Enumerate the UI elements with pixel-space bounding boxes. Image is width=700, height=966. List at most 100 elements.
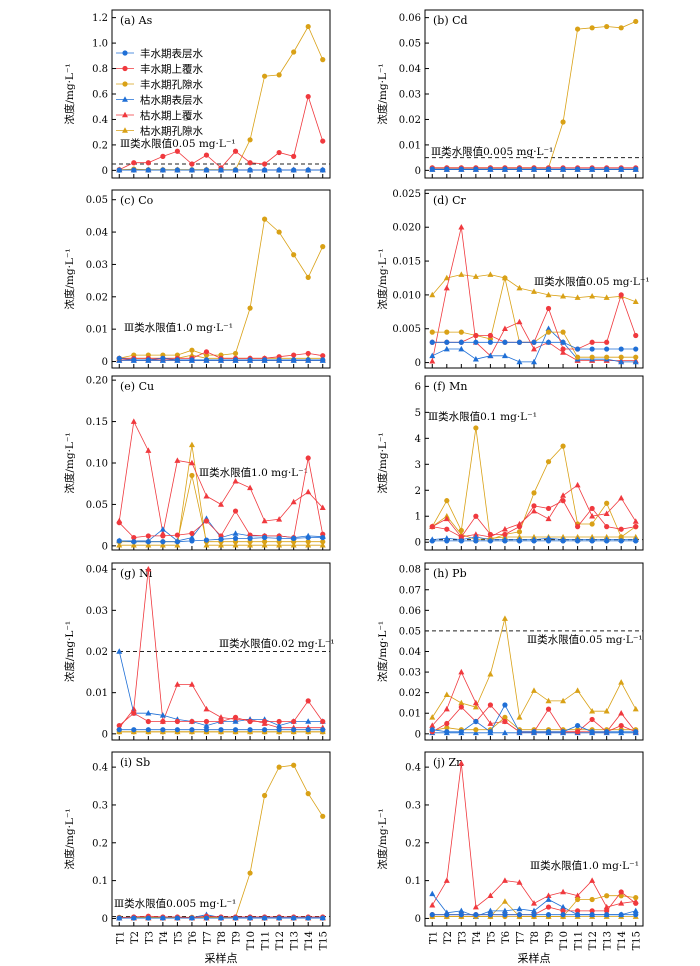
data-point — [516, 905, 523, 912]
data-point — [145, 167, 151, 173]
data-point — [560, 339, 566, 345]
data-point — [145, 539, 151, 545]
y-tick-label: 0.05 — [86, 195, 108, 206]
data-point — [516, 284, 523, 291]
data-point — [131, 534, 137, 541]
data-point — [632, 907, 639, 914]
data-point — [429, 352, 436, 359]
series-dry_overlying — [116, 418, 326, 536]
data-point — [604, 538, 610, 544]
data-point — [531, 907, 537, 914]
data-point — [145, 447, 152, 453]
data-point — [174, 457, 181, 463]
x-tick-label: T9 — [232, 931, 243, 944]
data-point — [218, 541, 224, 548]
data-point — [203, 915, 210, 921]
data-point — [188, 441, 195, 448]
x-tick-label: T5 — [173, 931, 184, 944]
data-point — [501, 526, 508, 532]
y-tick-label: 0.07 — [399, 585, 421, 596]
data-point — [189, 915, 195, 921]
y-tick-label: 0 — [102, 914, 108, 925]
data-point — [276, 72, 282, 78]
y-tick-label: 0.2 — [405, 838, 421, 849]
data-point — [320, 727, 326, 733]
data-point — [487, 531, 493, 538]
y-tick-label: 0.04 — [86, 565, 108, 576]
data-point — [429, 339, 435, 345]
data-point — [458, 729, 464, 735]
data-point — [247, 137, 253, 143]
data-point — [189, 727, 195, 733]
x-tick-label: T15 — [319, 931, 330, 950]
data-point — [560, 293, 567, 299]
data-point — [203, 541, 210, 548]
data-point — [501, 898, 508, 904]
series-wet_surface — [429, 912, 639, 918]
data-point — [232, 727, 239, 733]
data-point — [516, 538, 523, 544]
data-point — [305, 357, 311, 363]
legend-label: 枯水期表层水 — [140, 94, 203, 107]
data-point — [487, 729, 493, 735]
data-point — [276, 541, 283, 548]
data-point — [429, 166, 435, 172]
data-point — [247, 167, 253, 173]
data-point — [218, 501, 224, 507]
y-tick-label: 0.4 — [92, 115, 108, 126]
data-point — [305, 915, 311, 921]
data-point — [545, 329, 552, 335]
data-point — [305, 718, 312, 724]
data-point — [487, 538, 493, 544]
data-point — [188, 681, 195, 687]
data-point — [618, 166, 624, 172]
data-point — [545, 706, 552, 712]
data-point — [575, 26, 581, 32]
data-point — [320, 718, 326, 725]
series-wet_surface — [116, 727, 326, 733]
data-point — [262, 539, 268, 545]
data-point — [458, 668, 465, 675]
data-point — [189, 161, 195, 167]
data-point — [545, 305, 552, 312]
data-point — [276, 229, 282, 235]
y-tick-label: 0 — [415, 166, 421, 177]
y-tick-label: 0.015 — [392, 257, 421, 268]
data-point — [531, 538, 537, 544]
data-point — [305, 791, 311, 797]
data-point — [545, 515, 552, 522]
data-point — [130, 541, 137, 548]
data-point — [531, 345, 537, 352]
data-point — [160, 915, 166, 921]
data-point — [632, 298, 639, 304]
data-point — [531, 166, 537, 172]
x-tick-label: T1 — [428, 931, 439, 944]
data-point — [575, 524, 581, 530]
data-point — [531, 288, 537, 294]
data-point — [604, 893, 610, 899]
y-tick-label: 0.20 — [86, 376, 108, 387]
data-point — [589, 912, 595, 918]
data-point — [604, 354, 610, 360]
data-point — [618, 25, 624, 31]
series-wet_surface — [429, 339, 639, 352]
data-point — [443, 345, 450, 352]
data-point — [232, 148, 239, 154]
data-point — [633, 166, 639, 172]
data-point — [429, 890, 436, 897]
data-point — [247, 870, 253, 876]
x-tick-label: T5 — [486, 931, 497, 944]
limit-label: Ⅲ类水限值0.1 mg·L⁻¹ — [428, 410, 537, 423]
y-tick-label: 0 — [102, 729, 108, 740]
data-point — [276, 167, 282, 173]
data-point — [618, 534, 624, 540]
y-tick-label: 0.2 — [92, 838, 108, 849]
data-point — [560, 492, 567, 498]
data-point — [603, 510, 610, 516]
x-tick-label: T10 — [559, 931, 570, 950]
data-point — [218, 536, 224, 542]
data-point — [604, 166, 610, 172]
data-point — [291, 357, 297, 363]
data-point — [472, 903, 479, 910]
